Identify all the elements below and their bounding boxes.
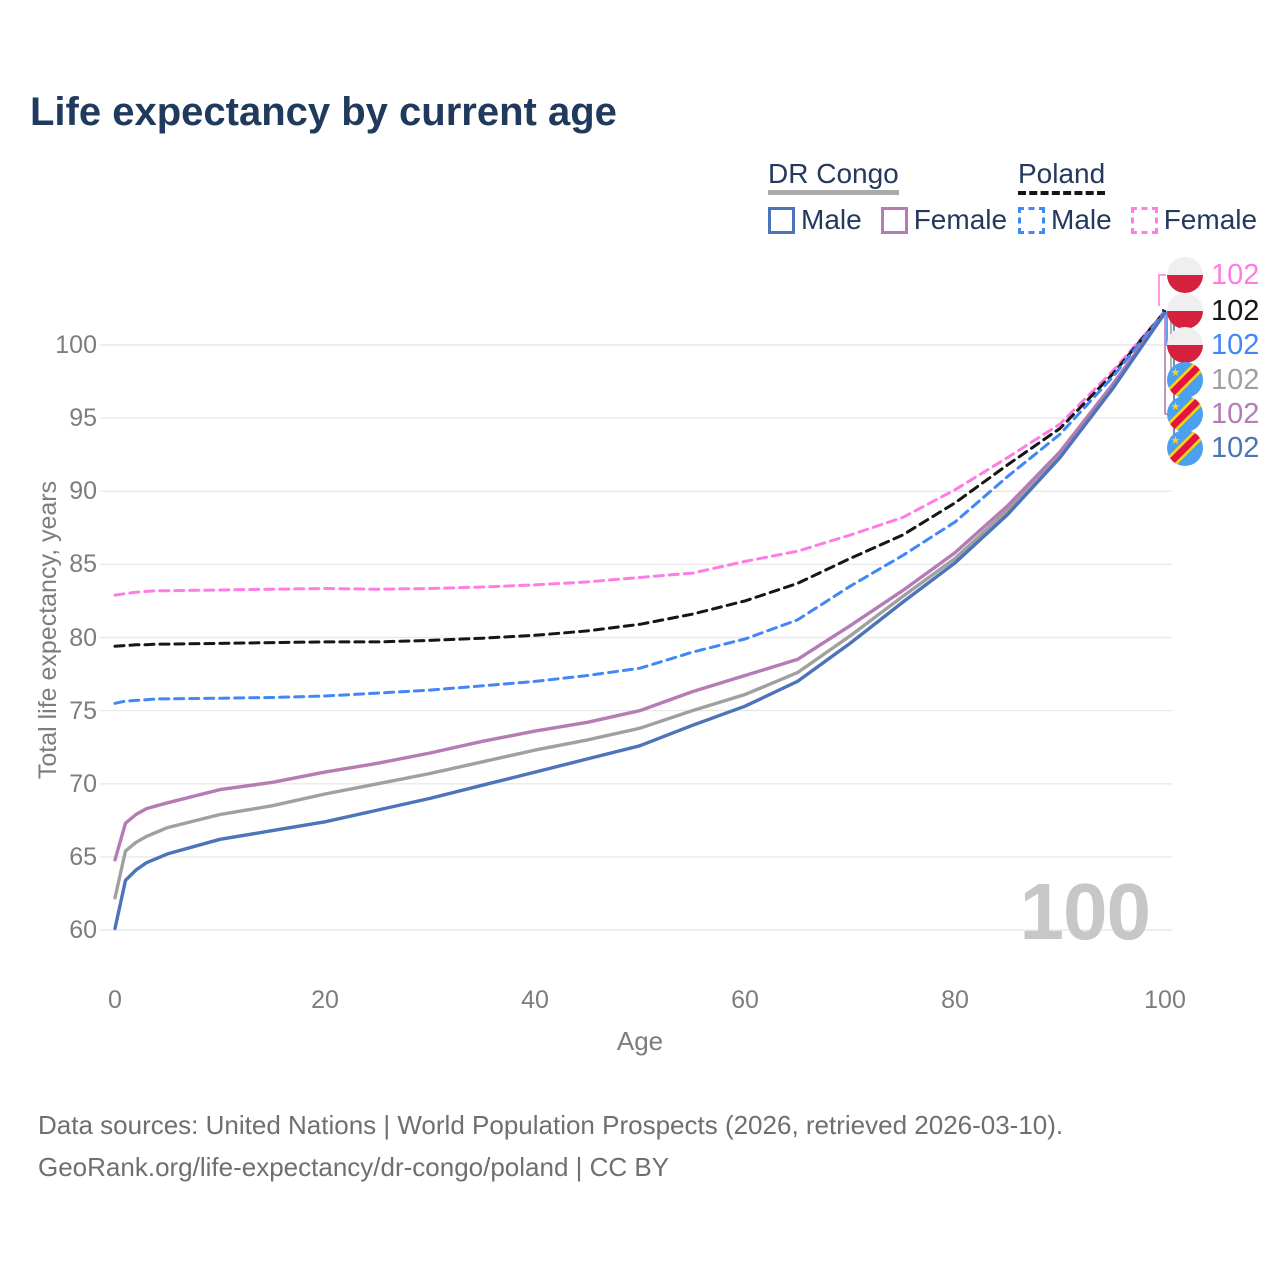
series-line-dr-congo-female: [113, 311, 1167, 862]
gridlines: [100, 344, 1172, 931]
y-axis-title: Total life expectancy, years: [34, 480, 62, 780]
leader-line: [1158, 274, 1166, 306]
svg-text:★: ★: [1171, 401, 1181, 413]
poland-male-swatch-icon: [1018, 206, 1045, 234]
legend-entry-label: Female: [1163, 204, 1258, 235]
legend-row-dr-congo: Male Female: [768, 204, 1007, 236]
dr-congo-female-swatch-icon: [880, 206, 908, 234]
footer: Data sources: United Nations | World Pop…: [38, 1104, 1063, 1188]
end-label-poland-all: 102: [1167, 293, 1259, 329]
legend-entry-label: Female: [913, 204, 1008, 235]
svg-text:★: ★: [1171, 367, 1181, 379]
dr-congo-flag-icon: ★: [1167, 430, 1203, 466]
series-line-dr-congo-all: [113, 311, 1167, 900]
series-line-poland-male: [113, 309, 1167, 705]
legend-entry-label: Male: [801, 204, 862, 235]
poland-flag-icon: [1167, 257, 1203, 293]
dr-congo-flag-icon: ★: [1167, 396, 1203, 432]
series-line-poland-female: [113, 309, 1167, 597]
end-label-dr-congo-female: ★ 102: [1167, 396, 1259, 432]
end-label-value: 102: [1211, 432, 1260, 464]
y-tick-label: 85: [69, 550, 97, 578]
legend-entry-poland-female[interactable]: Female: [1130, 204, 1258, 236]
y-tick-label: 70: [69, 770, 97, 798]
legend-title-dr-congo: DR Congo: [768, 160, 899, 195]
end-label-value: 102: [1211, 295, 1260, 327]
series-line-poland-all: [113, 309, 1167, 648]
x-axis-title: Age: [616, 1026, 664, 1056]
y-tick-label: 65: [69, 843, 97, 871]
data-source-line: Data sources: United Nations | World Pop…: [38, 1110, 1064, 1140]
page-title: Life expectancy by current age: [30, 90, 617, 134]
svg-text:★: ★: [1171, 435, 1181, 447]
poland-female-swatch-icon: [1130, 206, 1158, 234]
dr-congo-male-swatch-icon: [768, 206, 795, 234]
end-label-value: 102: [1211, 398, 1260, 430]
x-tick-label: 20: [311, 986, 339, 1014]
end-label-value: 102: [1211, 259, 1260, 291]
x-tick-label: 80: [941, 986, 969, 1014]
x-tick-label: 0: [108, 986, 122, 1014]
end-label-dr-congo-all: ★ 102: [1167, 362, 1259, 398]
legend-entry-label: Male: [1051, 204, 1112, 235]
y-tick-label: 60: [69, 916, 97, 944]
y-tick-label: 75: [69, 697, 97, 725]
y-tick-label: 90: [69, 477, 97, 505]
legend-title-poland: Poland: [1018, 160, 1106, 195]
age-watermark: 100: [1019, 867, 1151, 956]
y-tick-label: 80: [69, 624, 97, 652]
legend-group-poland: Poland Male Female: [1018, 160, 1257, 236]
end-label-poland-male: 102: [1167, 327, 1259, 363]
legend-group-dr-congo: DR Congo Male Female: [768, 160, 1007, 236]
legend-entry-poland-male[interactable]: Male: [1018, 204, 1112, 236]
series-lines: [113, 309, 1167, 931]
legend-row-poland: Male Female: [1018, 204, 1257, 236]
legend-entry-dr-congo-female[interactable]: Female: [880, 204, 1008, 236]
x-tick-label: 40: [521, 986, 549, 1014]
attribution-line: GeoRank.org/life-expectancy/dr-congo/pol…: [38, 1152, 670, 1182]
end-label-dr-congo-male: ★ 102: [1167, 430, 1259, 466]
poland-flag-icon: [1167, 293, 1203, 329]
y-tick-label: 95: [69, 404, 97, 432]
poland-flag-icon: [1167, 327, 1203, 363]
end-label-value: 102: [1211, 329, 1260, 361]
dr-congo-flag-icon: ★: [1167, 362, 1203, 398]
leader-line: [1162, 309, 1166, 312]
legend-entry-dr-congo-male[interactable]: Male: [768, 204, 862, 236]
x-tick-label: 60: [731, 986, 759, 1014]
y-tick-label: 100: [55, 331, 97, 359]
x-tick-label: 100: [1144, 986, 1186, 1014]
end-label-value: 102: [1211, 364, 1260, 396]
end-label-poland-female: 102: [1167, 257, 1259, 293]
series-line-dr-congo-male: [113, 311, 1167, 931]
